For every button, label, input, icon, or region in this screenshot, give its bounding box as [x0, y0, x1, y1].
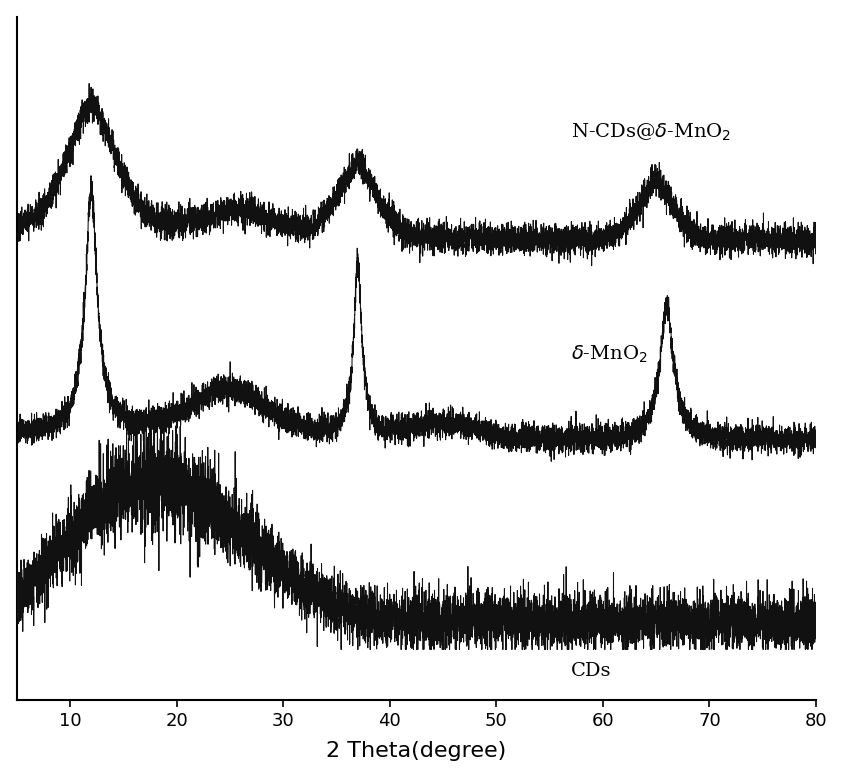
- Text: CDs: CDs: [571, 662, 611, 680]
- Text: $\delta$-MnO$_2$: $\delta$-MnO$_2$: [571, 344, 647, 366]
- Text: N-CDs@$\delta$-MnO$_2$: N-CDs@$\delta$-MnO$_2$: [571, 122, 731, 143]
- X-axis label: 2 Theta(degree): 2 Theta(degree): [327, 741, 506, 762]
